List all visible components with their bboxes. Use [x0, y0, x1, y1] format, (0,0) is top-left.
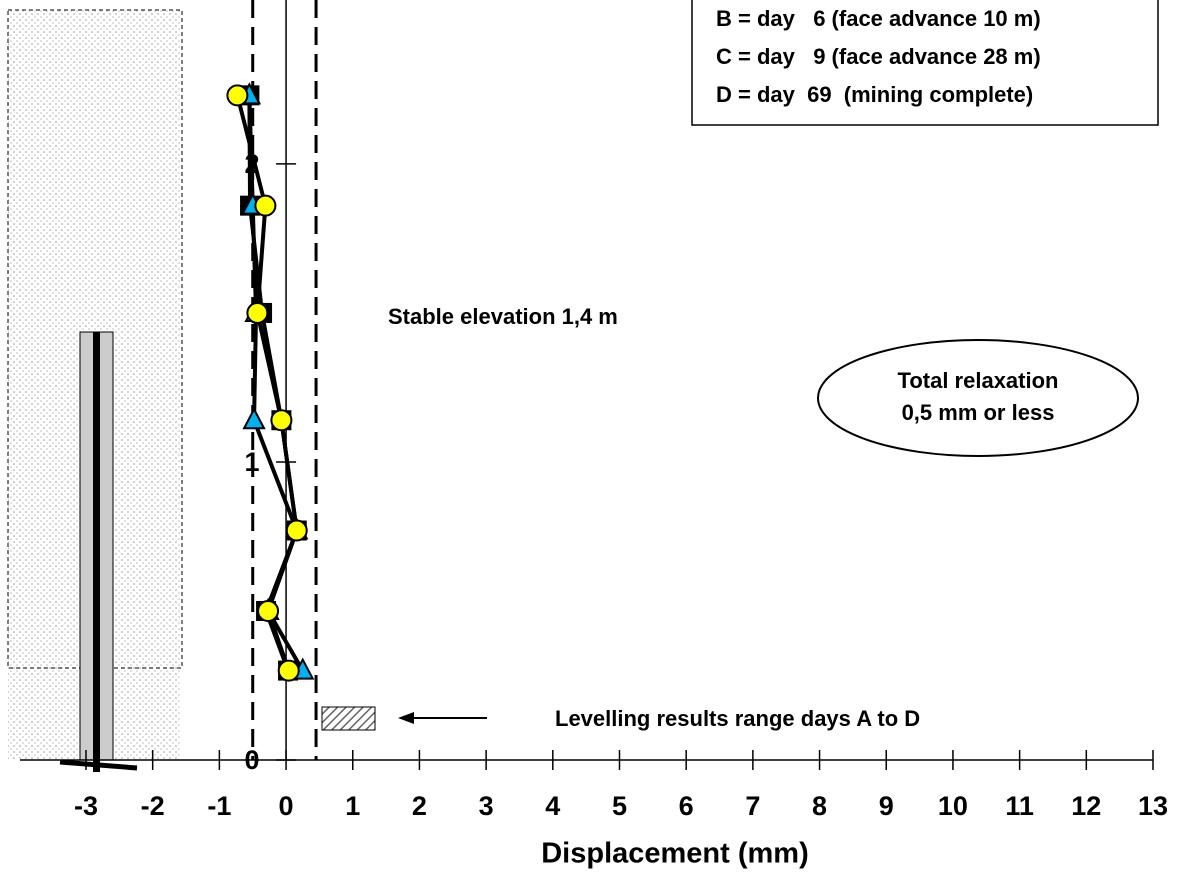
rod-core	[93, 332, 100, 772]
x-tick-label: 8	[812, 791, 827, 821]
x-tick-label: 11	[1005, 791, 1034, 821]
y-tick-label: 1	[245, 447, 260, 477]
marker	[226, 84, 249, 107]
x-tick-label: -2	[141, 791, 165, 821]
x-tick-label: 4	[545, 791, 560, 821]
arrow-head	[398, 712, 414, 724]
marker	[242, 407, 266, 430]
x-tick-label: 5	[612, 791, 627, 821]
annotation: 0,5 mm or less	[902, 400, 1055, 425]
marker	[246, 301, 269, 324]
annotation: Stable elevation 1,4 m	[388, 304, 618, 329]
annotation: Total relaxation	[898, 368, 1059, 393]
levelling-range-box	[321, 706, 376, 731]
rod-base	[59, 759, 138, 771]
callout	[817, 339, 1139, 457]
x-tick-label: 6	[679, 791, 694, 821]
marker	[285, 519, 308, 542]
legend-label: C = day 9 (face advance 28 m)	[716, 44, 1041, 69]
x-tick-label: 2	[412, 791, 427, 821]
series-line	[235, 94, 299, 672]
legend-label: B = day 6 (face advance 10 m)	[716, 6, 1041, 31]
marker	[254, 194, 277, 217]
x-axis-label: Displacement (mm)	[541, 838, 809, 870]
marker	[277, 659, 300, 682]
x-tick-label: -3	[74, 791, 98, 821]
x-tick-label: 13	[1138, 791, 1168, 821]
x-tick-label: 9	[879, 791, 894, 821]
legend	[691, 0, 1159, 126]
marker	[257, 599, 280, 622]
x-tick-label: 1	[345, 791, 360, 821]
annotation: Levelling results range days A to D	[555, 706, 920, 731]
legend-label: D = day 69 (mining complete)	[716, 82, 1033, 107]
x-tick-label: 0	[279, 791, 294, 821]
x-tick-label: -1	[207, 791, 231, 821]
marker	[270, 409, 293, 432]
x-tick-label: 12	[1071, 791, 1101, 821]
y-tick-label: 0	[245, 745, 260, 775]
x-tick-label: 7	[745, 791, 760, 821]
x-tick-label: 10	[938, 791, 968, 821]
x-tick-label: 3	[479, 791, 494, 821]
